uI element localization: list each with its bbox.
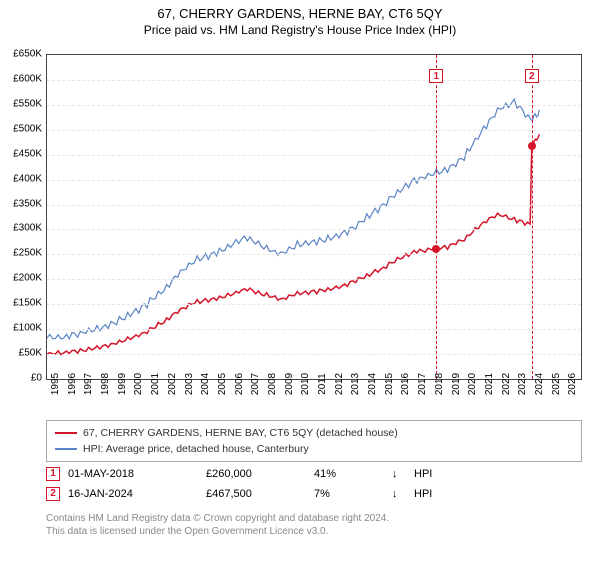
arrow-down-icon: ↓: [392, 484, 406, 504]
x-tick-label: 2017: [417, 373, 428, 395]
gridline: [47, 80, 581, 81]
chart-series-line: [47, 99, 539, 339]
x-tick-label: 1997: [83, 373, 94, 395]
sale-marker-box: 2: [525, 69, 539, 83]
x-tick-label: 1998: [100, 373, 111, 395]
y-tick-label: £50K: [0, 348, 42, 359]
footer-line: Contains HM Land Registry data © Crown c…: [46, 512, 582, 525]
y-tick-label: £250K: [0, 248, 42, 259]
footer-line: This data is licensed under the Open Gov…: [46, 525, 582, 538]
y-tick-label: £0: [0, 373, 42, 384]
sale-marker-icon: 2: [46, 487, 60, 501]
record-price: £260,000: [206, 464, 306, 484]
gridline: [47, 329, 581, 330]
sale-marker-dot: [528, 142, 536, 150]
x-tick-label: 2020: [467, 373, 478, 395]
legend-box: 67, CHERRY GARDENS, HERNE BAY, CT6 5QY (…: [46, 420, 582, 462]
gridline: [47, 279, 581, 280]
gridline: [47, 105, 581, 106]
x-tick-label: 2018: [434, 373, 445, 395]
x-tick-label: 2006: [234, 373, 245, 395]
y-tick-label: £650K: [0, 49, 42, 60]
x-tick-label: 2005: [217, 373, 228, 395]
record-price: £467,500: [206, 484, 306, 504]
gridline: [47, 304, 581, 305]
legend-item: 67, CHERRY GARDENS, HERNE BAY, CT6 5QY (…: [55, 425, 573, 441]
legend-label: 67, CHERRY GARDENS, HERNE BAY, CT6 5QY (…: [83, 425, 398, 441]
x-tick-label: 2012: [334, 373, 345, 395]
y-tick-label: £100K: [0, 323, 42, 334]
record-hpi: HPI: [414, 484, 454, 504]
x-tick-label: 2001: [150, 373, 161, 395]
sale-marker-line: [436, 55, 437, 379]
x-tick-label: 1995: [50, 373, 61, 395]
legend-swatch: [55, 432, 77, 434]
gridline: [47, 354, 581, 355]
y-tick-label: £500K: [0, 123, 42, 134]
x-tick-label: 2010: [300, 373, 311, 395]
legend-item: HPI: Average price, detached house, Cant…: [55, 441, 573, 457]
x-tick-label: 2024: [534, 373, 545, 395]
record-pct: 7%: [314, 484, 384, 504]
x-tick-label: 2002: [167, 373, 178, 395]
chart-title: 67, CHERRY GARDENS, HERNE BAY, CT6 5QY: [0, 6, 600, 21]
y-tick-label: £550K: [0, 98, 42, 109]
x-tick-label: 2026: [567, 373, 578, 395]
container: 67, CHERRY GARDENS, HERNE BAY, CT6 5QY P…: [0, 6, 600, 566]
sale-marker-icon: 1: [46, 467, 60, 481]
x-tick-label: 2013: [350, 373, 361, 395]
x-tick-label: 2019: [451, 373, 462, 395]
chart-series-line: [47, 134, 539, 354]
y-tick-label: £600K: [0, 73, 42, 84]
y-tick-label: £150K: [0, 298, 42, 309]
x-tick-label: 2000: [133, 373, 144, 395]
sale-marker-box: 1: [429, 69, 443, 83]
sale-marker-dot: [432, 245, 440, 253]
arrow-down-icon: ↓: [392, 464, 406, 484]
x-tick-label: 2009: [284, 373, 295, 395]
x-tick-label: 1996: [67, 373, 78, 395]
x-tick-label: 2021: [484, 373, 495, 395]
records-table: 1 01-MAY-2018 £260,000 41% ↓ HPI 2 16-JA…: [46, 464, 582, 504]
footer-attribution: Contains HM Land Registry data © Crown c…: [46, 512, 582, 538]
x-tick-label: 2008: [267, 373, 278, 395]
x-tick-label: 2016: [400, 373, 411, 395]
chart-plot-area: 12: [46, 54, 582, 380]
gridline: [47, 254, 581, 255]
x-tick-label: 2023: [517, 373, 528, 395]
x-tick-label: 2025: [551, 373, 562, 395]
gridline: [47, 130, 581, 131]
table-row: 1 01-MAY-2018 £260,000 41% ↓ HPI: [46, 464, 582, 484]
record-date: 16-JAN-2024: [68, 484, 198, 504]
record-pct: 41%: [314, 464, 384, 484]
record-date: 01-MAY-2018: [68, 464, 198, 484]
y-tick-label: £350K: [0, 198, 42, 209]
gridline: [47, 229, 581, 230]
x-tick-label: 2004: [200, 373, 211, 395]
legend-swatch: [55, 448, 77, 450]
y-tick-label: £300K: [0, 223, 42, 234]
x-tick-label: 2015: [384, 373, 395, 395]
gridline: [47, 180, 581, 181]
x-tick-label: 2022: [501, 373, 512, 395]
table-row: 2 16-JAN-2024 £467,500 7% ↓ HPI: [46, 484, 582, 504]
y-tick-label: £200K: [0, 273, 42, 284]
sale-marker-line: [532, 55, 533, 379]
chart-lines-svg: [47, 55, 581, 379]
x-tick-label: 2014: [367, 373, 378, 395]
chart-subtitle: Price paid vs. HM Land Registry's House …: [0, 23, 600, 37]
x-tick-label: 1999: [117, 373, 128, 395]
x-tick-label: 2007: [250, 373, 261, 395]
y-tick-label: £450K: [0, 148, 42, 159]
gridline: [47, 155, 581, 156]
legend-label: HPI: Average price, detached house, Cant…: [83, 441, 309, 457]
x-tick-label: 2011: [317, 373, 328, 395]
record-hpi: HPI: [414, 464, 454, 484]
y-tick-label: £400K: [0, 173, 42, 184]
x-tick-label: 2003: [184, 373, 195, 395]
gridline: [47, 205, 581, 206]
